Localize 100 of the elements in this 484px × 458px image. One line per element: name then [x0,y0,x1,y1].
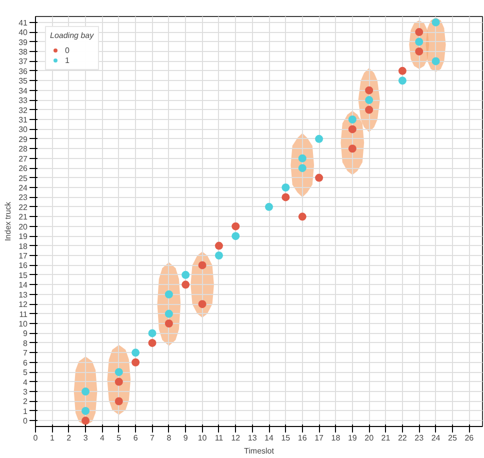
legend-label: 1 [65,55,70,65]
point [298,154,306,162]
y-tick-label: 32 [18,106,28,115]
point [298,212,306,221]
point [82,406,90,415]
y-tick-label: 33 [18,96,28,106]
x-tick-label: 22 [398,434,408,442]
y-tick-label: 29 [18,134,28,144]
x-tick-label: 0 [33,434,38,442]
y-tick-label: 22 [18,202,28,212]
x-tick-label: 4 [100,434,105,442]
point [348,144,356,153]
y-tick-label: 39 [18,38,28,47]
point [164,290,173,298]
point [214,242,223,250]
y-tick-label: 38 [18,47,28,56]
point [82,388,90,396]
y-tick-label: 14 [18,280,28,290]
y-tick-label: 8 [23,338,28,348]
point [348,115,356,124]
x-tick-label: 1 [50,434,55,442]
x-tick-label: 23 [414,434,424,442]
x-tick-label: 11 [214,434,224,442]
y-tick-label: 10 [18,320,28,329]
x-tick-label: 6 [133,434,138,442]
x-tick-label: 15 [281,434,291,442]
x-tick-label: 18 [331,434,341,442]
y-tick-label: 19 [18,232,28,242]
x-tick-label: 5 [116,434,122,442]
y-tick-label: 23 [18,193,28,202]
point [282,193,290,202]
x-axis-title: Timeslot [244,446,275,456]
y-tick-label: 28 [18,144,28,154]
point [282,184,290,192]
y-tick-label: 5 [23,368,28,378]
legend-label: 0 [65,45,70,55]
point [148,329,156,338]
point [182,270,190,279]
y-tick-label: 12 [18,300,28,310]
point [365,96,374,104]
y-tick-label: 26 [18,164,28,174]
y-tick-label: 0 [23,416,28,426]
point [415,47,424,56]
x-tick-label: 12 [231,434,241,442]
point [365,86,374,94]
y-tick-label: 30 [18,125,28,134]
y-tick-label: 40 [18,28,28,38]
y-tick-label: 31 [18,115,28,124]
point [132,348,140,357]
point [164,310,173,318]
x-tick-label: 24 [431,434,441,442]
legend-title: Loading bay [50,31,94,40]
x-tick-label: 13 [248,434,258,442]
x-tick-label: 8 [166,434,172,442]
x-tick-label: 16 [298,434,308,442]
y-tick-label: 15 [18,270,28,280]
x-tick-label: 17 [314,434,324,442]
y-tick-label: 7 [23,348,28,358]
y-tick-label: 4 [23,378,28,387]
point [114,397,123,406]
point [198,261,206,270]
y-tick-label: 17 [18,252,28,261]
y-tick-label: 36 [18,66,28,76]
y-tick-label: 21 [18,212,28,222]
point [164,320,173,328]
y-tick-label: 13 [18,290,28,300]
x-tick-label: 19 [348,434,358,442]
point [148,338,156,347]
point [365,106,374,114]
y-tick-label: 35 [18,76,28,86]
point [214,252,223,260]
y-tick-label: 20 [18,222,28,232]
y-tick-label: 34 [18,86,28,96]
x-tick-label: 25 [448,434,458,442]
point [315,134,324,143]
y-tick-label: 1 [23,406,28,416]
x-tick-label: 21 [381,434,391,442]
point [398,66,406,75]
y-tick-label: 41 [18,18,28,28]
point [265,202,274,211]
point [415,28,424,36]
y-tick-label: 6 [23,358,28,368]
y-tick-label: 37 [18,57,28,66]
y-tick-label: 9 [23,329,28,338]
point [432,57,440,66]
y-tick-label: 11 [19,310,28,319]
y-tick-label: 2 [23,397,28,406]
y-tick-label: 24 [18,183,28,192]
y-tick-label: 16 [18,261,28,270]
point [114,378,123,386]
point [432,18,440,26]
x-tick-label: 3 [83,434,88,442]
point [198,300,206,308]
point [232,232,240,240]
x-tick-label: 2 [66,434,72,442]
y-tick-label: 3 [23,388,28,397]
y-tick-label: 27 [18,154,28,164]
point [348,125,356,134]
y-axis-title: Index truck [4,200,13,242]
point [315,174,324,182]
